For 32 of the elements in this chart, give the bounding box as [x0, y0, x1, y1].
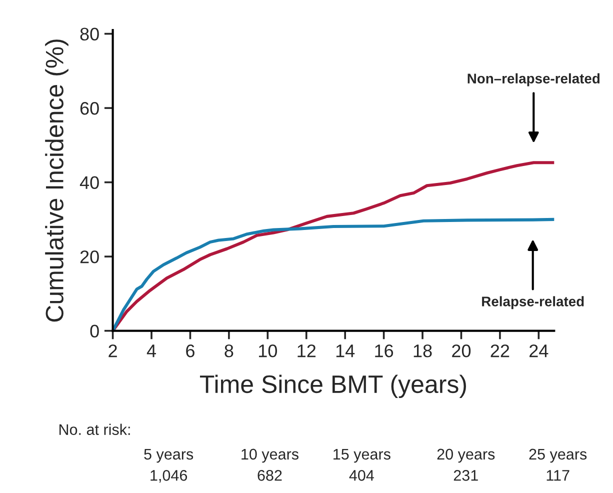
x-tick-label: 4 — [146, 344, 156, 358]
text: 25 years — [529, 448, 587, 463]
text: No. at risk: — [59, 424, 130, 435]
text: 10 years — [242, 448, 298, 463]
x-tick-label: 18 — [414, 344, 432, 358]
x-tick-label: 2 — [108, 344, 117, 358]
x-tick-label: 24 — [530, 344, 548, 358]
x-tick-label: 22 — [490, 344, 510, 358]
y-axis-title: Cumulative Incidence (%) — [45, 40, 68, 322]
y-tick-label: 60 — [80, 102, 99, 115]
text: 15 years — [334, 448, 390, 463]
annotation: Non–relapse-related — [468, 73, 600, 86]
text: 404 — [349, 470, 374, 481]
x-tick-label: 12 — [298, 344, 316, 358]
text: 682 — [258, 470, 282, 481]
x-tick-label: 10 — [258, 344, 277, 358]
x-axis-title: Time Since BMT (years) — [200, 374, 466, 398]
x-tick-label: 8 — [224, 344, 234, 358]
y-tick-label: 0 — [90, 324, 99, 338]
annotation: Relapse-related — [482, 296, 584, 310]
x-tick-label: 20 — [452, 344, 471, 358]
y-tick-label: 40 — [80, 176, 99, 190]
text: 1,046 — [150, 470, 188, 483]
text: 5 years — [144, 448, 194, 463]
text: 231 — [454, 470, 478, 481]
text: 20 years — [437, 448, 495, 463]
x-tick-label: 16 — [375, 344, 394, 358]
y-tick-label: 80 — [80, 28, 99, 41]
y-tick-label: 20 — [80, 250, 99, 264]
x-tick-label: 14 — [336, 344, 355, 358]
text: 117 — [546, 470, 570, 481]
x-tick-label: 6 — [186, 344, 194, 358]
